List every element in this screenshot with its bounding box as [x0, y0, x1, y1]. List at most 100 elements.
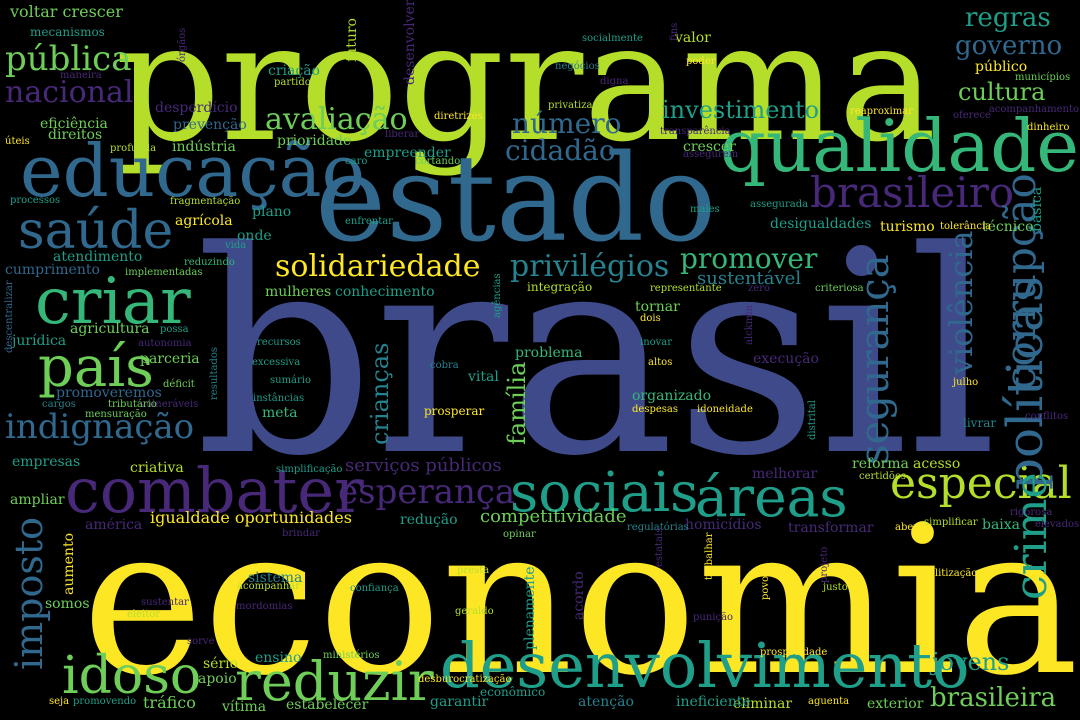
cloud-word: solidariedade — [275, 249, 481, 284]
cloud-word: cumprimento — [5, 262, 100, 278]
cloud-word: desburocratização — [418, 674, 512, 685]
cloud-word: acordo — [571, 571, 587, 620]
cloud-word: sumário — [270, 375, 312, 386]
cloud-word: descentralizar — [4, 280, 15, 353]
cloud-word: tolerância — [940, 221, 992, 232]
cloud-word: aberto — [895, 522, 929, 533]
cloud-word: reaproximar — [850, 106, 913, 117]
cloud-word: eleitor — [127, 609, 161, 620]
cloud-word: criação — [268, 63, 320, 79]
cloud-word: avaliação — [265, 102, 408, 137]
cloud-word: vital — [468, 369, 499, 385]
cloud-word: ineficiente — [676, 694, 751, 710]
cloud-word: tributário — [108, 399, 157, 410]
cloud-word: execução — [753, 351, 819, 367]
cloud-word: órgãos — [177, 27, 188, 62]
cloud-word: jovens — [932, 648, 1010, 676]
cloud-word: voltar crescer — [10, 2, 123, 21]
cloud-word: prevenção — [173, 117, 247, 133]
cloud-word: economia — [81, 483, 1079, 720]
cloud-word: somos — [45, 596, 90, 612]
cloud-word: conflitos — [1025, 411, 1069, 422]
cloud-word: povo — [760, 575, 771, 600]
cloud-word: sistema — [248, 570, 303, 586]
cloud-word: vítima — [222, 699, 267, 715]
cloud-word: empreender — [364, 145, 451, 161]
cloud-word: américa — [85, 517, 143, 533]
cloud-word: agrícola — [175, 213, 233, 229]
cloud-word: plenamente — [522, 566, 538, 650]
cloud-word: fragmentação — [170, 196, 241, 207]
cloud-word: atenção — [578, 694, 634, 710]
cloud-word: implementadas — [125, 267, 203, 278]
cloud-word: acompanhamento — [988, 104, 1079, 115]
cloud-word: justo — [823, 582, 848, 593]
cloud-word: regulatórias — [627, 522, 689, 533]
cloud-word: processos — [10, 195, 61, 206]
cloud-word: julho — [953, 377, 979, 388]
cloud-word: idoso — [62, 646, 202, 706]
cloud-word: futuro — [344, 18, 360, 62]
cloud-word: redução — [400, 512, 458, 528]
cloud-word: alckmin — [744, 305, 755, 345]
cloud-word: vulneráveis — [140, 399, 199, 410]
cloud-word: criteriosa — [815, 283, 864, 294]
cloud-word: socialmente — [582, 33, 643, 44]
cloud-word: cultura — [958, 78, 1046, 106]
cloud-word: cargos — [42, 399, 76, 410]
cloud-word: promoveremos — [56, 385, 162, 401]
cloud-word: privatizar — [548, 100, 598, 111]
cloud-word: confiança — [350, 583, 399, 594]
cloud-word: reforma — [852, 456, 909, 472]
cloud-word: geraldo — [455, 606, 494, 617]
cloud-word: livrar — [963, 416, 997, 430]
cloud-word: despesas — [632, 404, 678, 415]
cloud-word: parceria — [140, 351, 200, 367]
cloud-word: organizado — [632, 388, 712, 404]
cloud-word: idoneidade — [697, 404, 753, 415]
cloud-word: diretrizes — [434, 111, 483, 122]
cloud-word: sustentar — [141, 597, 189, 608]
cloud-word: mordomias — [236, 601, 293, 612]
cloud-word: simplificação — [276, 464, 343, 475]
cloud-word: especial — [890, 458, 1072, 509]
cloud-word: apoio — [198, 671, 237, 687]
cloud-word: vida — [225, 240, 247, 251]
cloud-word: combater — [65, 454, 364, 527]
cloud-word: liberar — [385, 129, 420, 140]
cloud-word: serviços públicos — [345, 455, 502, 476]
cloud-word: recursos — [257, 337, 301, 348]
cloud-word: promover — [680, 242, 818, 275]
cloud-word: projeto — [819, 546, 830, 583]
cloud-word: esperança — [338, 472, 516, 512]
cloud-word: privilégios — [510, 249, 670, 284]
cloud-word: problema — [515, 345, 583, 361]
cloud-word: criar — [35, 265, 191, 339]
cloud-word: educação — [20, 129, 365, 213]
cloud-word: desenvolvimento — [440, 629, 970, 702]
cloud-word: eficiência — [40, 116, 108, 132]
cloud-word: estatais — [654, 527, 665, 567]
cloud-word: conhecimento — [335, 284, 435, 300]
cloud-word: plano — [252, 204, 292, 220]
cloud-word: exterior — [867, 696, 924, 712]
cloud-word: poder — [686, 56, 716, 67]
cloud-word: desigualdades — [770, 216, 872, 232]
cloud-word: onde — [237, 228, 272, 244]
cloud-word: turismo — [880, 219, 935, 235]
cloud-word: punição — [693, 612, 734, 623]
cloud-word: enfrentar — [345, 216, 393, 227]
cloud-word: mecanismos — [30, 25, 105, 39]
cloud-word: certidões — [859, 471, 906, 482]
cloud-word: garantir — [430, 694, 489, 710]
cloud-word: indústria — [172, 139, 236, 155]
cloud-word: brindar — [282, 528, 320, 539]
cloud-word: assegurada — [750, 199, 809, 210]
cloud-word: aumento — [61, 533, 77, 595]
cloud-word: qualidade — [719, 104, 1079, 188]
cloud-word: dinheiro — [1027, 122, 1070, 133]
cloud-word: digna — [600, 76, 629, 87]
cloud-word: ensino — [255, 650, 302, 666]
cloud-word: úteis — [5, 136, 30, 147]
cloud-word: número — [512, 107, 622, 140]
